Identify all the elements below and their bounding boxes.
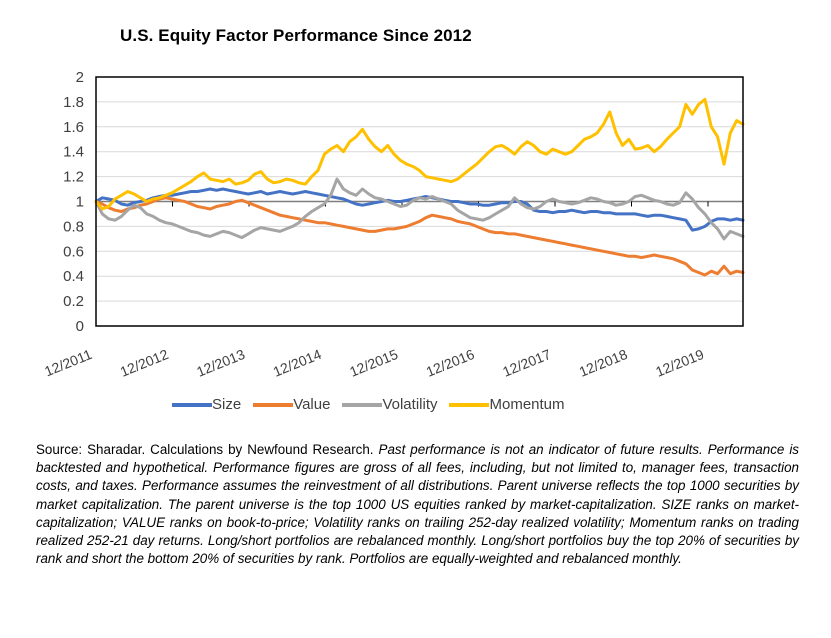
x-tick-label: 12/2011 xyxy=(42,346,94,379)
footnote-source: Source: Sharadar. Calculations by Newfou… xyxy=(36,442,374,457)
y-tick-label: 0.2 xyxy=(63,293,84,310)
x-tick-label: 12/2016 xyxy=(424,346,477,380)
legend-label: Volatility xyxy=(382,396,438,413)
x-tick-label: 12/2018 xyxy=(577,346,630,380)
legend-item-size: Size xyxy=(172,396,241,413)
chart-plot: 00.20.40.60.811.21.41.61.82 12/2011 12/20… xyxy=(42,69,745,380)
legend-swatch xyxy=(172,402,212,407)
x-tick-label: 12/2019 xyxy=(653,346,706,380)
series-lines xyxy=(94,97,745,277)
legend-swatch xyxy=(253,402,294,407)
footnote-disclaimer: Past performance is not an indicator of … xyxy=(36,442,799,567)
y-tick-label: 2 xyxy=(76,69,84,86)
x-tick-label: 12/2014 xyxy=(271,346,324,380)
series-line-momentum xyxy=(94,97,745,211)
chart-title: U.S. Equity Factor Performance Since 201… xyxy=(120,26,472,45)
y-tick-label: 1.4 xyxy=(63,144,84,161)
y-tick-label: 1.6 xyxy=(63,119,84,136)
legend-item-momentum: Momentum xyxy=(449,396,565,413)
series-line-size xyxy=(94,187,745,232)
series-line-volatility xyxy=(94,177,745,241)
y-tick-label: 0.8 xyxy=(63,218,84,235)
y-axis-ticks: 0 0.2 0.4 0.6 0.8 1 1.2 1.4 1.6 1.8 2 xyxy=(63,69,84,335)
gridlines xyxy=(96,101,743,302)
y-tick-label: 0.4 xyxy=(63,268,84,285)
legend-item-value: Value xyxy=(253,396,330,413)
footnote: Source: Sharadar. Calculations by Newfou… xyxy=(36,441,799,568)
y-tick-label: 1.2 xyxy=(63,169,84,186)
legend-label: Value xyxy=(293,396,331,413)
x-tick-label: 12/2015 xyxy=(347,346,400,380)
legend-swatch xyxy=(342,402,383,407)
y-tick-label: 1 xyxy=(76,194,84,211)
legend: Size Value Volatility Momentum xyxy=(172,396,577,413)
x-axis-ticks: 12/2011 12/2012 12/2013 12/2014 12/2015 12/20… xyxy=(42,346,706,380)
y-tick-label: 0.6 xyxy=(63,243,84,260)
y-tick-label: 0 xyxy=(76,318,84,335)
legend-swatch xyxy=(449,402,490,407)
plot-frame xyxy=(95,76,744,327)
legend-label: Size xyxy=(212,396,242,413)
x-tick-label: 12/2017 xyxy=(500,346,553,380)
x-tick-label: 12/2013 xyxy=(194,346,247,380)
x-tick-label: 12/2012 xyxy=(118,346,171,380)
series-line-value xyxy=(94,196,745,277)
legend-label: Momentum xyxy=(489,396,565,413)
y-tick-label: 1.8 xyxy=(63,94,84,111)
legend-item-volatility: Volatility xyxy=(342,396,437,413)
